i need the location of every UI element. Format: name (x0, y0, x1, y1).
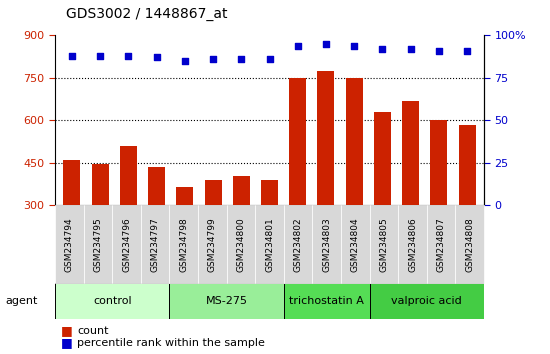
Bar (374, 113, 391, 290)
Bar (92, 164, 108, 290)
Text: GSM234805: GSM234805 (379, 217, 388, 272)
Point (322, 41, 331, 47)
Text: GSM234803: GSM234803 (322, 217, 331, 272)
Bar (370, 283, 484, 319)
Bar (63, 160, 80, 290)
Point (152, 55, 161, 60)
Text: ■: ■ (60, 336, 72, 349)
Text: percentile rank within the sample: percentile rank within the sample (77, 338, 265, 348)
Point (406, 46, 415, 52)
Bar (289, 79, 306, 290)
Bar (177, 187, 193, 290)
Bar (205, 180, 222, 290)
Text: agent: agent (6, 296, 38, 306)
Point (350, 43, 359, 48)
Point (293, 43, 302, 48)
Text: GSM234802: GSM234802 (294, 217, 302, 272)
Bar (284, 283, 370, 319)
Point (68, 53, 76, 59)
Text: count: count (77, 326, 108, 336)
Text: trichostatin A: trichostatin A (289, 296, 364, 306)
Text: GSM234796: GSM234796 (122, 217, 131, 272)
Text: GSM234808: GSM234808 (465, 217, 474, 272)
Text: control: control (93, 296, 131, 306)
Point (265, 56, 274, 62)
Text: GSM234800: GSM234800 (236, 217, 245, 272)
Bar (261, 180, 278, 290)
Text: GSM234806: GSM234806 (408, 217, 417, 272)
Text: GSM234807: GSM234807 (437, 217, 446, 272)
Text: GSM234795: GSM234795 (94, 217, 102, 272)
Bar (459, 125, 476, 290)
Bar (169, 283, 284, 319)
Bar (430, 120, 447, 290)
Text: valproic acid: valproic acid (392, 296, 462, 306)
Bar (148, 167, 165, 290)
Text: ■: ■ (60, 325, 72, 337)
Point (124, 53, 133, 59)
Text: GSM234804: GSM234804 (351, 217, 360, 272)
Bar (346, 78, 362, 290)
Text: GDS3002 / 1448867_at: GDS3002 / 1448867_at (66, 7, 228, 21)
Bar (55, 283, 169, 319)
Point (434, 48, 443, 53)
Point (463, 48, 471, 53)
Point (237, 56, 246, 62)
Point (180, 58, 189, 64)
Bar (402, 101, 419, 290)
Text: GSM234794: GSM234794 (65, 217, 74, 272)
Text: GSM234801: GSM234801 (265, 217, 274, 272)
Text: GSM234797: GSM234797 (151, 217, 160, 272)
Point (96, 53, 104, 59)
Point (378, 46, 387, 52)
Text: GSM234799: GSM234799 (208, 217, 217, 272)
Bar (120, 146, 137, 290)
Text: GSM234798: GSM234798 (179, 217, 188, 272)
Text: MS-275: MS-275 (206, 296, 248, 306)
Bar (317, 71, 334, 290)
Point (208, 56, 217, 62)
Bar (233, 176, 250, 290)
